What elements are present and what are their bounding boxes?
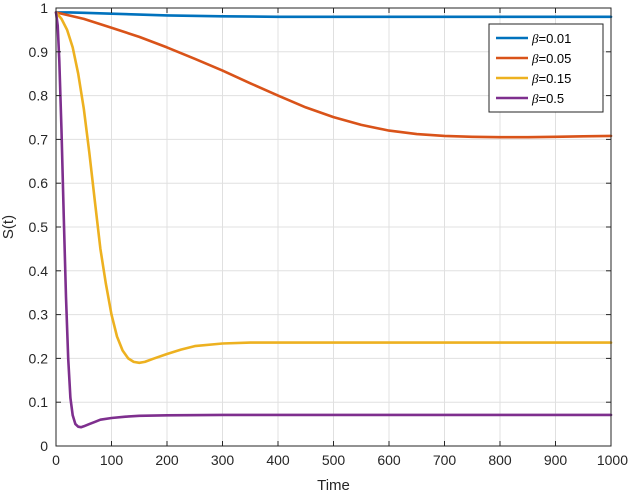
legend-label: β=0.15 [531,71,571,86]
x-tick-label: 600 [377,452,401,468]
series-line [54,11,613,429]
y-tick-label: 0.3 [29,307,49,323]
axis-ticks: 0 100 200 300 400 500 600 700 800 900 1000 0 0.1 0.2 0… [29,0,629,468]
x-tick-label: 100 [100,452,124,468]
x-tick-label: 1000 [597,452,628,468]
y-tick-label: 0.6 [29,175,49,191]
legend-label: β=0.01 [531,31,571,46]
y-axis-label: S(t) [0,215,17,239]
y-tick-label: 0.8 [29,88,49,104]
y-tick-label: 0 [40,438,48,454]
legend-value: =0.15 [538,71,571,86]
series-line [54,11,613,19]
y-tick-label: 0.7 [29,131,49,147]
legend-value: =0.01 [538,31,571,46]
legend-label: β=0.05 [531,51,571,66]
x-tick-label: 700 [433,452,457,468]
x-tick-label: 0 [52,452,60,468]
y-tick-label: 1 [40,0,48,16]
legend-beta-symbol: β [531,71,539,86]
series-line [54,11,613,365]
plot-series [54,11,613,429]
x-axis-label: Time [317,477,350,494]
x-tick-label: 800 [488,452,512,468]
x-tick-label: 500 [322,452,346,468]
x-tick-label: 200 [155,452,179,468]
legend-beta-symbol: β [531,31,539,46]
x-tick-label: 400 [266,452,290,468]
x-tick-label: 900 [544,452,568,468]
legend-value: =0.5 [538,91,564,106]
legend-label: β=0.5 [531,91,564,106]
x-tick-label: 300 [211,452,235,468]
legend: β=0.01β=0.05β=0.15β=0.5 [488,23,604,113]
legend-value: =0.05 [538,51,571,66]
series-line [54,11,613,139]
legend-beta-symbol: β [531,51,539,66]
y-tick-label: 0.9 [29,44,49,60]
y-tick-label: 0.1 [29,394,49,410]
y-tick-label: 0.4 [29,263,49,279]
y-tick-label: 0.2 [29,350,49,366]
legend-beta-symbol: β [531,91,539,106]
y-tick-label: 0.5 [29,219,49,235]
